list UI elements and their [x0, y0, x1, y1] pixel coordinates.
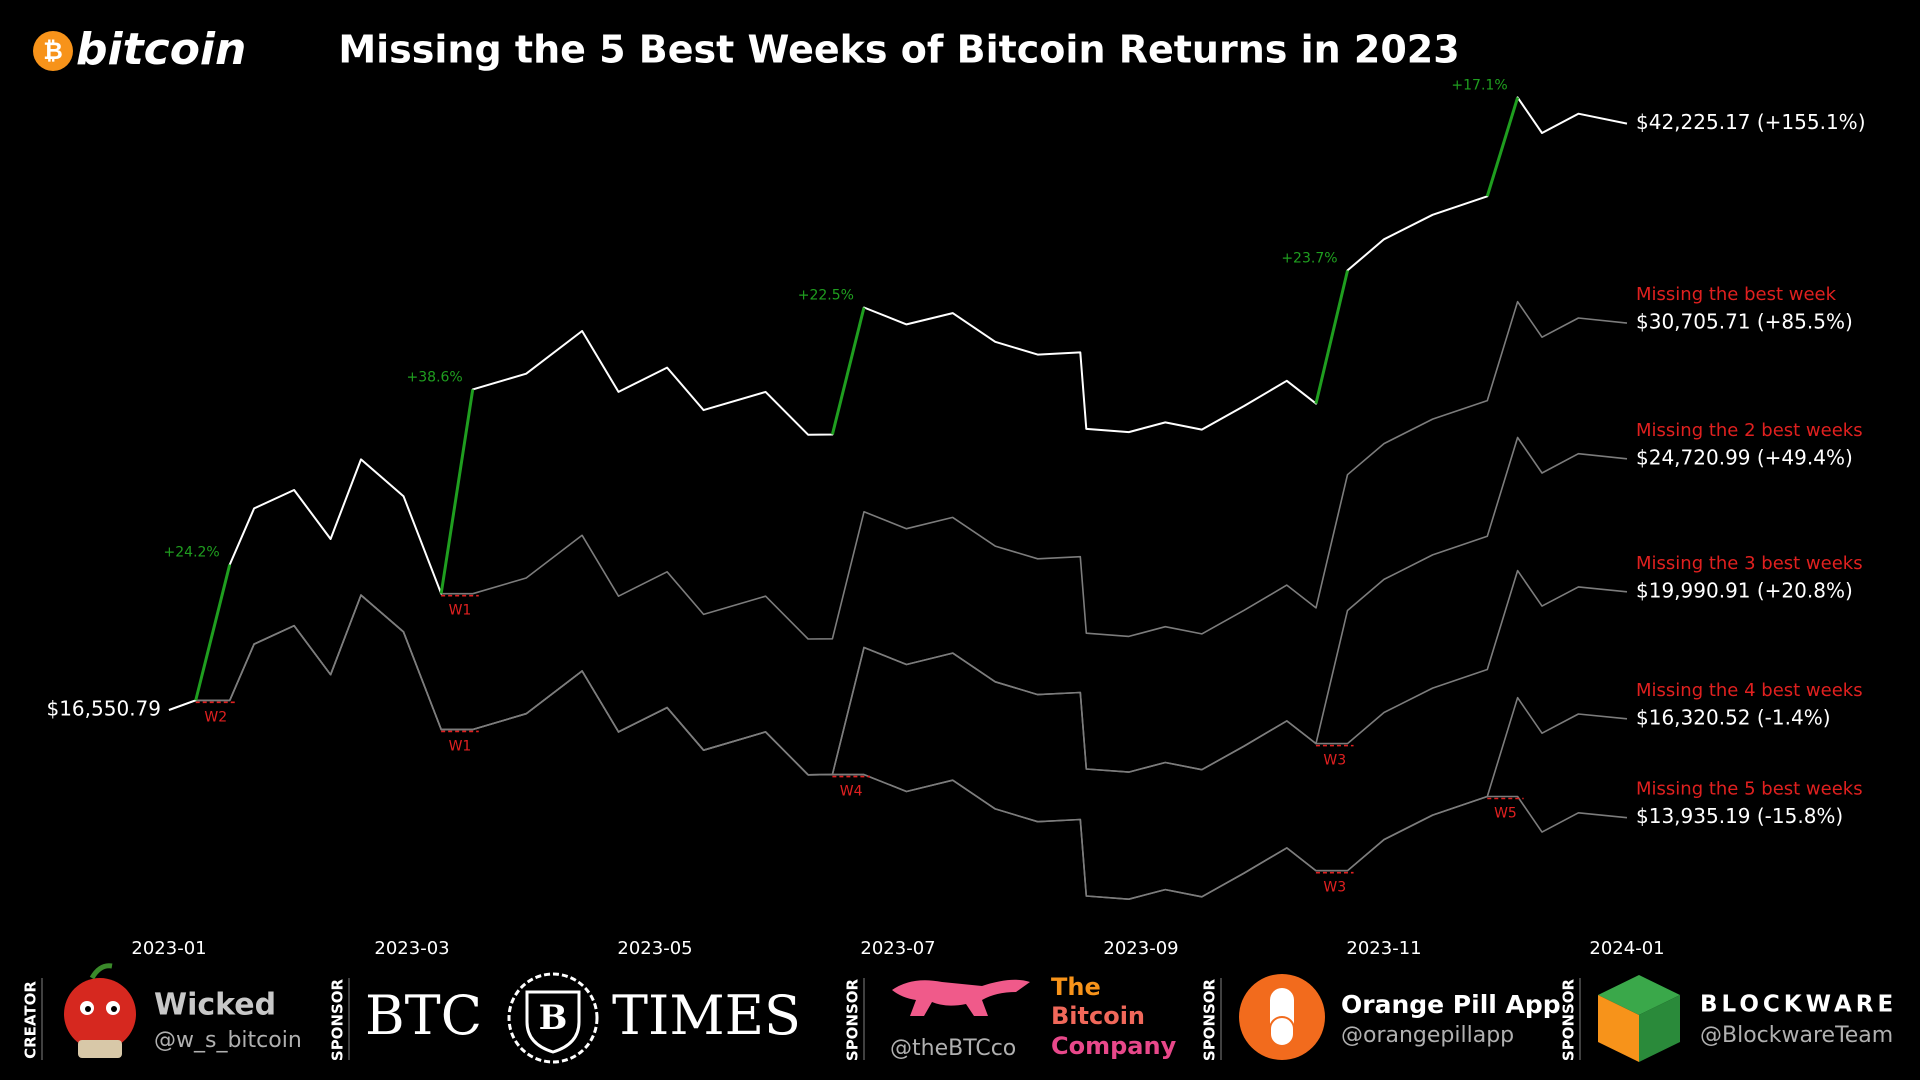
credit-name: BLOCKWARE: [1700, 992, 1897, 1018]
lizard-logo: [892, 979, 1030, 1016]
credit-name: TIMES: [612, 984, 801, 1047]
credit-name: Company: [1051, 1032, 1177, 1060]
credit-handle: @theBTCco: [890, 1036, 1016, 1061]
best-week-label: +23.7%: [1281, 250, 1337, 266]
credit-name: BTC: [365, 984, 482, 1047]
best-week-segment: [439, 389, 475, 594]
credit-role: SPONSOR: [329, 978, 347, 1061]
credit-handle: @w_s_bitcoin: [154, 1028, 302, 1053]
x-tick-label: 2023-01: [131, 938, 206, 959]
cube-left: [1598, 995, 1639, 1062]
credits: CREATOR Wicked @w_s_bitcoin SPONSOR BTC …: [22, 963, 1897, 1064]
end-value-label: $24,720.99 (+49.4%): [1636, 445, 1853, 469]
credit-name: Bitcoin: [1051, 1002, 1145, 1030]
skipped-week-label: W3: [1323, 880, 1346, 896]
logo-coin: [33, 31, 73, 71]
best-week-segment: [830, 307, 866, 435]
end-value-label: $19,990.91 (+20.8%): [1636, 578, 1853, 602]
x-tick-label: 2023-09: [1103, 938, 1178, 959]
cube-right: [1639, 995, 1680, 1062]
skipped-week-label: W4: [840, 784, 863, 800]
best-week-label: +38.6%: [407, 369, 463, 385]
emblem-letter: B: [539, 998, 568, 1038]
x-tick-label: 2023-03: [374, 938, 449, 959]
skipped-week-label: W1: [449, 738, 472, 754]
legend-label: Missing the 2 best weeks: [1636, 420, 1863, 441]
skipped-week-label: W5: [1494, 805, 1517, 821]
best-week-label: +22.5%: [798, 287, 854, 303]
best-week-segment: [194, 564, 232, 701]
chart-title: Missing the 5 Best Weeks of Bitcoin Retu…: [338, 28, 1459, 72]
legend-label: Missing the 3 best weeks: [1636, 553, 1863, 574]
best-week-segment: [1485, 96, 1520, 197]
credit-role: SPONSOR: [1201, 978, 1219, 1061]
credit-handle: @BlockwareTeam: [1700, 1023, 1893, 1048]
creator-avatar: [64, 978, 136, 1050]
avatar-pupil: [85, 1006, 91, 1012]
logo-symbol: ₿: [43, 37, 63, 65]
credit-name: Orange Pill App: [1341, 990, 1561, 1019]
avatar-hands: [78, 1040, 122, 1058]
legend-label: Missing the 5 best weeks: [1636, 779, 1863, 800]
x-tick-label: 2023-11: [1346, 938, 1421, 959]
emblem-shield: [525, 990, 581, 1054]
pill-half: [1269, 1016, 1295, 1047]
main-line: [168, 96, 1628, 711]
x-tick-label: 2023-07: [860, 938, 935, 959]
skipped-week-label: W3: [1323, 753, 1346, 769]
legend-label: Missing the 4 best weeks: [1636, 680, 1863, 701]
missing-line: [168, 436, 1628, 776]
start-value-label: $16,550.79: [46, 697, 161, 721]
x-tick-label: 2023-05: [617, 938, 692, 959]
end-value-label: $42,225.17 (+155.1%): [1636, 110, 1866, 134]
x-tick-label: 2024-01: [1589, 938, 1664, 959]
skipped-week-label: W1: [449, 603, 472, 619]
credit-role: CREATOR: [22, 981, 40, 1059]
legend-label: Missing the best week: [1636, 284, 1837, 305]
logo-text: bitcoin: [76, 24, 246, 75]
end-value-label: $13,935.19 (-15.8%): [1636, 804, 1843, 828]
plot-area: 2023-01 2023-03 2023-05 2023-07 2023-09 2023-…: [46, 77, 1865, 959]
emblem-ring: [507, 972, 599, 1064]
credit-name: The: [1051, 973, 1101, 1001]
credit-role: SPONSOR: [1560, 978, 1578, 1061]
end-value-label: $16,320.52 (-1.4%): [1636, 705, 1831, 729]
best-week-label: +17.1%: [1451, 77, 1507, 93]
end-value-label: $30,705.71 (+85.5%): [1636, 310, 1853, 334]
credit-role: SPONSOR: [844, 978, 862, 1061]
skipped-week-label: W2: [204, 709, 227, 725]
best-week-segment: [1314, 270, 1350, 404]
best-week-label: +24.2%: [164, 545, 220, 561]
avatar-pupil: [111, 1006, 117, 1012]
credit-name: Wicked: [154, 988, 276, 1023]
avatar-leaf: [89, 963, 113, 980]
credit-handle: @orangepillapp: [1341, 1023, 1514, 1048]
